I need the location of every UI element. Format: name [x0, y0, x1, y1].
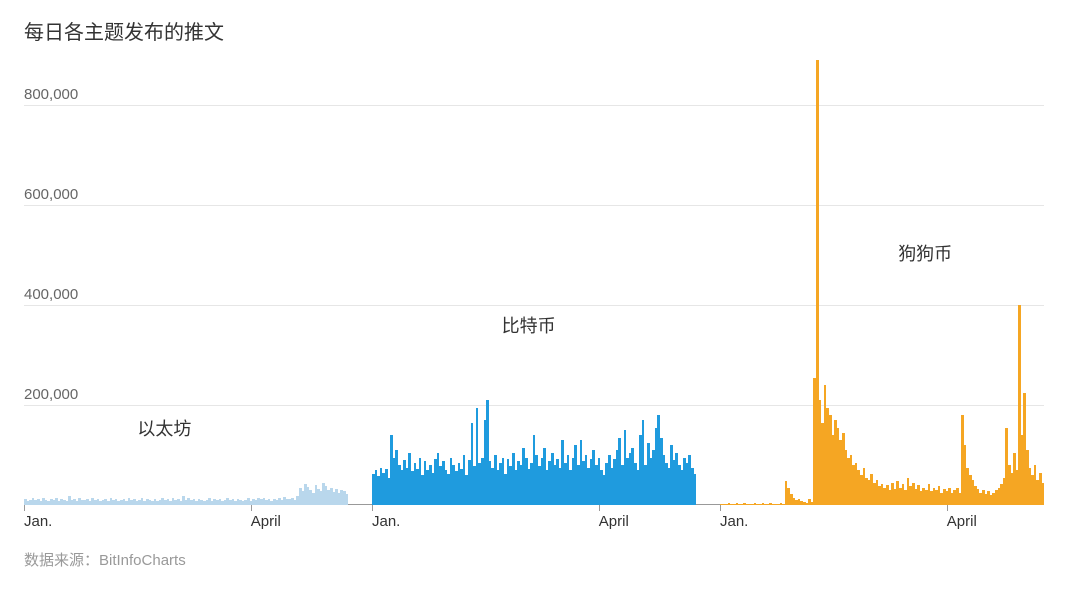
- panel-以太坊: 以太坊: [24, 55, 348, 505]
- panel-label: 狗狗币: [898, 240, 952, 266]
- plot-area: 200,000400,000600,000800,000 以太坊比特币狗狗币: [24, 55, 1044, 505]
- bar: [1042, 483, 1045, 506]
- x-axis-panel: Jan. April: [720, 511, 1044, 535]
- bars: [720, 55, 1044, 505]
- chart-area: 200,000400,000600,000800,000 以太坊比特币狗狗币 J…: [24, 55, 1044, 535]
- panel-label: 以太坊: [137, 415, 191, 441]
- x-tick-label: April: [947, 513, 977, 530]
- x-tick: [599, 505, 600, 511]
- x-tick-label: Jan.: [720, 513, 748, 530]
- x-tick: [947, 505, 948, 511]
- chart-title: 每日各主题发布的推文: [24, 16, 1044, 45]
- x-tick-label: April: [251, 513, 281, 530]
- x-axis-panel: Jan. April: [372, 511, 696, 535]
- x-tick-label: Jan.: [372, 513, 400, 530]
- x-tick: [24, 505, 25, 511]
- panel-label: 比特币: [502, 312, 556, 338]
- x-tick-label: Jan.: [24, 513, 52, 530]
- panel-比特币: 比特币: [372, 55, 696, 505]
- x-tick-label: April: [599, 513, 629, 530]
- bar: [694, 474, 697, 505]
- x-axis-panel: Jan. April: [24, 511, 348, 535]
- panel-狗狗币: 狗狗币: [720, 55, 1044, 505]
- panels-container: 以太坊 比特币 狗狗币: [24, 55, 1044, 505]
- x-tick: [251, 505, 252, 511]
- bars: [372, 55, 696, 505]
- x-axis: Jan. April Jan. April Jan. April: [24, 511, 1044, 535]
- source-label: 数据来源：BitInfoCharts: [24, 549, 1044, 570]
- x-tick: [372, 505, 373, 511]
- bar: [346, 494, 349, 505]
- x-tick: [720, 505, 721, 511]
